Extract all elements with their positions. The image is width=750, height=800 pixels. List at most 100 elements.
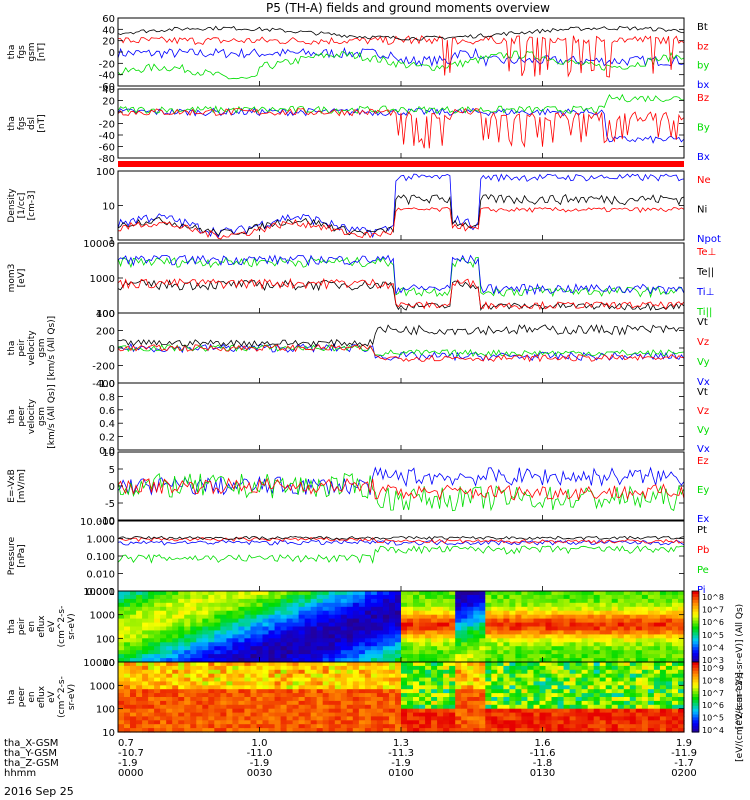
- spectro-cell: [340, 693, 348, 698]
- spectro-cell: [256, 626, 264, 631]
- spectro-cell: [202, 610, 209, 616]
- spectro-cell: [208, 602, 215, 608]
- spectro-cell: [419, 716, 426, 721]
- spectro-cell: [214, 638, 221, 643]
- ephemeris-value: -1.8: [533, 758, 553, 769]
- spectro-cell: [569, 642, 577, 647]
- colorbar-cell: [692, 664, 699, 669]
- spectro-cell: [334, 693, 342, 698]
- spectro-cell: [449, 591, 456, 596]
- spectro-cell: [340, 654, 348, 659]
- spectro-cell: [599, 700, 607, 706]
- spectro-cell: [419, 673, 426, 679]
- spectro-cell: [461, 622, 468, 628]
- spectro-cell: [382, 693, 390, 698]
- spectro-cell: [455, 712, 462, 718]
- spectro-cell: [316, 598, 324, 604]
- spectro-cell: [605, 716, 613, 721]
- spectro-cell: [286, 598, 294, 604]
- colorbar-cell: [692, 623, 699, 628]
- spectro-cell: [479, 673, 486, 679]
- spectro-cell: [268, 606, 276, 612]
- spectro-cell: [467, 591, 474, 596]
- spectro-cell: [467, 658, 474, 663]
- spectro-cell: [623, 697, 631, 702]
- spectro-cell: [395, 673, 402, 679]
- spectro-cell: [437, 646, 444, 651]
- colorbar-cell: [692, 605, 699, 610]
- spectro-cell: [244, 700, 251, 706]
- colorbar-cell: [692, 711, 699, 716]
- spectro-cell: [419, 685, 426, 690]
- spectro-cell: [395, 681, 402, 686]
- trace-Bz: [117, 107, 685, 149]
- spectro-cell: [539, 720, 547, 725]
- spectro-cell: [376, 614, 384, 620]
- spectro-cell: [286, 606, 294, 612]
- spectro-cell: [401, 669, 408, 675]
- spectro-cell: [527, 693, 534, 698]
- spectro-cell: [124, 650, 131, 655]
- spectro-cell: [672, 622, 679, 628]
- spectro-cell: [473, 669, 480, 675]
- spectro-cell: [545, 614, 553, 620]
- spectro-cell: [364, 685, 372, 690]
- spectro-cell: [226, 716, 233, 721]
- spectro-cell: [220, 685, 227, 690]
- spectro-cell: [340, 700, 348, 706]
- spectro-cell: [136, 594, 143, 600]
- spectro-cell: [563, 654, 571, 659]
- spectro-cell: [623, 654, 631, 659]
- spectro-cell: [521, 658, 528, 663]
- spectro-cell: [641, 654, 649, 659]
- spectro-cell: [238, 720, 245, 725]
- spectro-cell: [389, 594, 396, 600]
- spectro-cell: [346, 614, 354, 620]
- spectro-cell: [298, 681, 306, 686]
- spectro-cell: [497, 658, 504, 663]
- spectro-cell: [551, 654, 559, 659]
- spectro-cell: [178, 716, 185, 721]
- spectro-cell: [509, 665, 516, 671]
- spectro-cell: [599, 630, 607, 635]
- spectro-cell: [226, 598, 233, 604]
- spectro-cell: [370, 720, 378, 725]
- spectro-cell: [563, 642, 571, 647]
- spectro-cell: [539, 677, 547, 683]
- spectro-cell: [389, 673, 396, 679]
- spectro-cell: [172, 712, 179, 718]
- spectro-cell: [286, 728, 294, 733]
- spectro-cell: [376, 598, 384, 604]
- spectro-cell: [635, 673, 643, 679]
- spectro-cell: [491, 697, 498, 702]
- spectro-cell: [172, 630, 179, 635]
- spectro-cell: [304, 654, 312, 659]
- spectro-cell: [220, 622, 227, 628]
- spectro-cell: [665, 669, 673, 675]
- spectro-cell: [515, 658, 522, 663]
- spectro-cell: [190, 708, 197, 714]
- spectro-cell: [401, 602, 408, 608]
- spectro-cell: [130, 638, 137, 643]
- spectro-cell: [190, 591, 197, 596]
- spectro-cell: [419, 697, 426, 702]
- spectro-cell: [401, 728, 408, 733]
- spectro-cell: [557, 602, 565, 608]
- spectro-cell: [202, 673, 209, 679]
- spectro-cell: [130, 685, 137, 690]
- spectro-cell: [310, 642, 318, 647]
- spectro-cell: [659, 602, 667, 608]
- spectro-cell: [413, 712, 420, 718]
- spectro-cell: [160, 614, 167, 620]
- spectro-cell: [401, 622, 408, 628]
- spectro-cell: [154, 650, 161, 655]
- spectro-cell: [678, 716, 685, 721]
- spectro-cell: [545, 712, 553, 718]
- spectro-cell: [389, 642, 396, 647]
- spectro-cell: [425, 634, 432, 639]
- spectro-cell: [605, 685, 613, 690]
- spectro-cell: [310, 598, 318, 604]
- spectro-cell: [370, 673, 378, 679]
- spectro-cell: [395, 606, 402, 612]
- spectro-cell: [425, 689, 432, 694]
